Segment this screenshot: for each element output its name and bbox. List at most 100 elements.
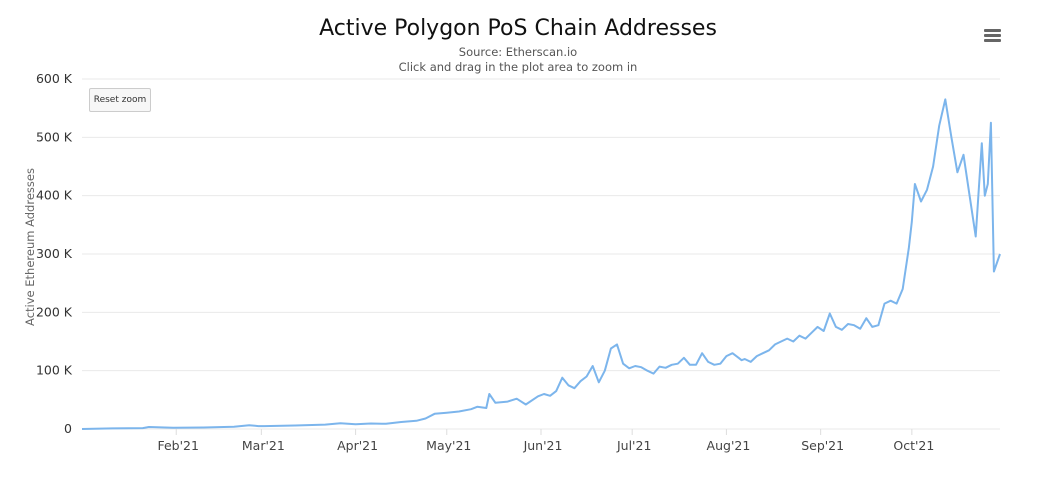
data-point[interactable] [781,341,782,342]
data-point[interactable] [933,166,934,167]
data-point[interactable] [963,154,964,155]
data-point[interactable] [81,428,82,429]
data-point[interactable] [805,338,806,339]
data-point[interactable] [525,404,526,405]
data-point[interactable] [799,335,800,336]
data-point[interactable] [659,366,660,367]
data-point[interactable] [142,428,143,429]
data-point[interactable] [999,253,1000,254]
data-point[interactable] [470,409,471,410]
data-point[interactable] [647,370,648,371]
data-point[interactable] [890,300,891,301]
data-point[interactable] [714,364,715,365]
data-point[interactable] [787,338,788,339]
data-point[interactable] [872,326,873,327]
data-point[interactable] [878,325,879,326]
data-point[interactable] [556,390,557,391]
data-point[interactable] [702,353,703,354]
data-point[interactable] [580,381,581,382]
data-point[interactable] [486,407,487,408]
data-point[interactable] [233,426,234,427]
data-point[interactable] [860,328,861,329]
data-point[interactable] [401,421,402,422]
data-point[interactable] [550,395,551,396]
data-point[interactable] [249,425,250,426]
data-point[interactable] [683,357,684,358]
data-point[interactable] [446,412,447,413]
plot-area[interactable] [81,98,1001,430]
data-point[interactable] [355,424,356,425]
data-point[interactable] [671,364,672,365]
data-point[interactable] [835,326,836,327]
data-point[interactable] [957,172,958,173]
data-point[interactable] [911,221,912,222]
data-point[interactable] [926,189,927,190]
data-point[interactable] [969,195,970,196]
data-point[interactable] [370,423,371,424]
data-point[interactable] [610,348,611,349]
data-point[interactable] [112,428,113,429]
data-point[interactable] [294,425,295,426]
data-point[interactable] [793,341,794,342]
data-point[interactable] [750,361,751,362]
data-point[interactable] [543,393,544,394]
data-point[interactable] [458,411,459,412]
data-point[interactable] [984,195,985,196]
data-point[interactable] [258,425,259,426]
data-point[interactable] [987,183,988,184]
data-point[interactable] [951,137,952,138]
data-point[interactable] [665,367,666,368]
data-point[interactable] [562,377,563,378]
data-point[interactable] [574,388,575,389]
data-point[interactable] [829,313,830,314]
data-point[interactable] [203,427,204,428]
data-point[interactable] [537,396,538,397]
data-point[interactable] [853,325,854,326]
data-point[interactable] [173,427,174,428]
data-point[interactable] [841,329,842,330]
data-point[interactable] [720,363,721,364]
data-point[interactable] [635,365,636,366]
data-point[interactable] [756,355,757,356]
data-point[interactable] [726,355,727,356]
data-point[interactable] [616,344,617,345]
series-line[interactable] [81,98,1001,430]
data-point[interactable] [866,318,867,319]
data-point[interactable] [738,357,739,358]
data-point[interactable] [908,248,909,249]
data-point[interactable] [264,425,265,426]
data-point[interactable] [774,344,775,345]
reset-zoom-button[interactable]: Reset zoom [89,88,151,112]
data-point[interactable] [896,303,897,304]
data-point[interactable] [653,373,654,374]
data-point[interactable] [811,332,812,333]
data-point[interactable] [920,201,921,202]
data-point[interactable] [641,367,642,368]
data-point[interactable] [385,423,386,424]
data-point[interactable] [516,398,517,399]
data-point[interactable] [762,353,763,354]
data-point[interactable] [416,420,417,421]
data-point[interactable] [768,350,769,351]
data-point[interactable] [495,402,496,403]
data-point[interactable] [741,360,742,361]
data-point[interactable] [592,365,593,366]
data-point[interactable] [340,423,341,424]
data-point[interactable] [914,183,915,184]
data-point[interactable] [823,330,824,331]
data-point[interactable] [744,358,745,359]
data-point[interactable] [847,323,848,324]
data-point[interactable] [148,426,149,427]
data-point[interactable] [568,385,569,386]
data-point[interactable] [939,125,940,126]
data-point[interactable] [629,368,630,369]
data-point[interactable] [598,382,599,383]
data-point[interactable] [507,401,508,402]
data-point[interactable] [945,99,946,100]
data-point[interactable] [489,393,490,394]
data-point[interactable] [689,364,690,365]
data-point[interactable] [325,424,326,425]
data-point[interactable] [622,363,623,364]
data-point[interactable] [586,376,587,377]
